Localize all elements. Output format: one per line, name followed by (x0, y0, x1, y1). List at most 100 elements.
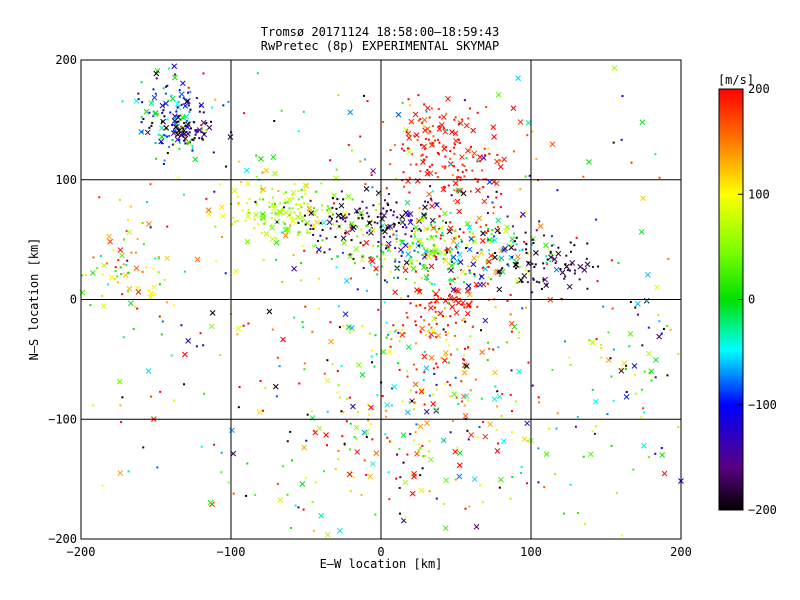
data-point (654, 153, 657, 156)
data-point (441, 357, 448, 364)
data-point (329, 227, 332, 230)
data-point (410, 229, 413, 232)
data-point (419, 330, 422, 333)
data-point (418, 237, 425, 244)
data-point (434, 172, 437, 175)
data-point (445, 221, 448, 224)
data-point (566, 283, 573, 290)
data-point (145, 368, 152, 374)
data-point (134, 305, 137, 308)
data-point (516, 281, 519, 284)
data-point (351, 198, 354, 201)
data-point (363, 94, 366, 97)
data-point (183, 129, 186, 132)
data-point (377, 308, 380, 311)
data-point (424, 200, 427, 203)
data-point (656, 333, 663, 340)
data-point (538, 401, 541, 404)
data-point (224, 272, 227, 275)
data-point (635, 300, 641, 307)
data-point (443, 186, 446, 189)
data-point (370, 361, 373, 364)
data-point (308, 210, 315, 216)
data-point (174, 122, 177, 125)
data-point (291, 193, 294, 196)
data-point (292, 197, 295, 200)
data-point (401, 143, 404, 146)
data-point (281, 465, 284, 468)
data-point (161, 320, 164, 323)
data-point (293, 316, 296, 319)
data-point (109, 274, 115, 281)
data-point (526, 134, 529, 137)
data-point (456, 276, 459, 279)
data-point (449, 251, 452, 254)
data-point (292, 254, 295, 257)
data-point (444, 331, 447, 334)
data-point (429, 203, 435, 210)
data-point (518, 265, 521, 268)
data-point (398, 486, 401, 489)
data-point (319, 222, 322, 225)
data-point (553, 266, 560, 273)
data-point (271, 187, 274, 190)
data-point (434, 301, 437, 304)
data-point (266, 308, 273, 315)
data-point (260, 184, 263, 187)
data-point (300, 196, 303, 199)
data-point (554, 261, 557, 264)
data-point (498, 231, 501, 234)
data-point (563, 340, 566, 343)
data-point (532, 241, 535, 244)
data-point (338, 202, 345, 209)
data-point (521, 248, 524, 251)
data-point (245, 180, 251, 187)
data-point (158, 283, 161, 286)
data-point (385, 187, 388, 190)
data-point (407, 219, 414, 226)
data-point (219, 204, 225, 211)
data-point (395, 240, 398, 243)
data-point (196, 127, 203, 133)
data-point (515, 243, 518, 246)
data-point (149, 226, 152, 229)
data-point (350, 403, 356, 410)
data-point (260, 231, 263, 234)
data-point (428, 235, 435, 241)
data-point (438, 215, 441, 218)
data-point (353, 224, 356, 227)
data-point (612, 399, 615, 402)
data-point (369, 423, 372, 426)
data-point (191, 138, 194, 141)
colorbar-tick-label: −100 (748, 398, 777, 412)
data-point (640, 388, 643, 391)
data-point (238, 386, 241, 389)
data-point (334, 468, 337, 471)
data-point (453, 237, 456, 240)
data-point (443, 477, 449, 484)
data-point (385, 247, 388, 250)
data-point (480, 397, 483, 400)
data-point (449, 129, 455, 135)
data-point (382, 228, 388, 235)
data-point (483, 147, 486, 150)
data-point (457, 188, 463, 194)
data-point (597, 265, 600, 268)
data-point (531, 384, 534, 387)
data-point (460, 380, 463, 383)
data-point (463, 363, 470, 369)
data-point (277, 497, 284, 503)
data-point (169, 111, 172, 114)
data-point (533, 250, 539, 256)
data-point (399, 512, 402, 515)
data-point (457, 251, 460, 254)
data-point (589, 339, 596, 346)
data-point (592, 398, 599, 405)
data-point (464, 273, 467, 276)
data-point (436, 152, 439, 155)
data-point (491, 237, 498, 244)
data-point (378, 193, 381, 196)
data-point (170, 94, 173, 97)
data-point (254, 200, 257, 203)
data-point (456, 462, 463, 469)
